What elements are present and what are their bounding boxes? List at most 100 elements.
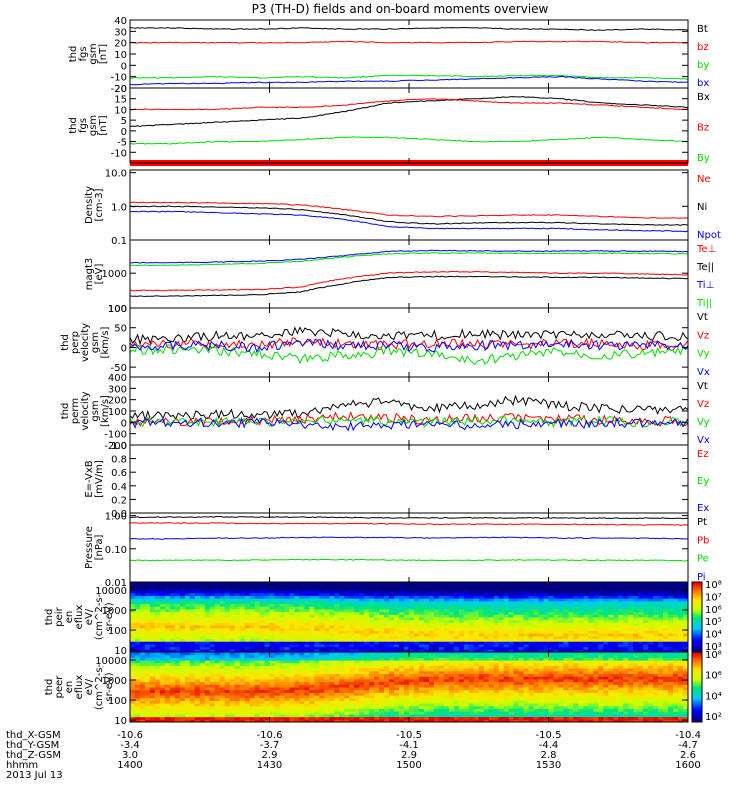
heatmap-cell <box>608 646 614 650</box>
heatmap-cell <box>214 595 221 599</box>
heatmap-cell <box>593 617 599 621</box>
heatmap-cell <box>598 622 604 626</box>
heatmap-cell <box>309 633 315 637</box>
heatmap-cell <box>618 587 624 591</box>
heatmap-cell <box>628 633 634 637</box>
heatmap-cell <box>134 590 141 594</box>
heatmap-cell <box>568 627 574 631</box>
heatmap-cell <box>194 617 201 621</box>
heatmap-cell <box>314 654 320 658</box>
heatmap-cell <box>538 617 545 621</box>
heatmap-cell <box>423 646 430 650</box>
heatmap-cell <box>154 695 161 699</box>
heatmap-cell <box>184 633 191 637</box>
heatmap-cell <box>493 592 500 596</box>
heatmap-cell <box>184 611 191 615</box>
heatmap-cell <box>568 617 574 621</box>
heatmap-cell <box>438 600 445 605</box>
heatmap-cell <box>364 678 370 683</box>
heatmap-cell <box>673 606 679 610</box>
heatmap-cell <box>174 630 181 634</box>
heatmap-cell <box>354 670 360 675</box>
heatmap-cell <box>369 614 375 618</box>
heatmap-cell <box>369 630 375 634</box>
heatmap-cell <box>164 649 171 653</box>
heatmap-cell <box>224 649 231 653</box>
heatmap-cell <box>553 595 559 599</box>
heatmap-cell <box>189 611 196 615</box>
heatmap-cell <box>209 692 216 696</box>
heatmap-cell <box>548 633 554 637</box>
heatmap-cell <box>249 657 256 661</box>
heatmap-cell <box>249 619 256 623</box>
heatmap-cell <box>274 606 280 610</box>
heatmap-cell <box>643 584 649 588</box>
heatmap-cell <box>249 625 256 629</box>
heatmap-cell <box>269 660 275 664</box>
heatmap-cell <box>199 695 206 699</box>
heatmap-cell <box>199 638 206 642</box>
heatmap-cell <box>548 643 554 648</box>
heatmap-cell <box>543 614 549 618</box>
heatmap-cell <box>523 611 530 615</box>
heatmap-cell <box>473 646 480 650</box>
heatmap-cell <box>399 598 405 602</box>
heatmap-cell <box>638 600 644 605</box>
heatmap-cell <box>319 705 325 710</box>
heatmap-cell <box>473 617 480 621</box>
heatmap-cell <box>428 614 435 618</box>
heatmap-cell <box>209 670 216 675</box>
heatmap-cell <box>139 608 146 613</box>
heatmap-cell <box>284 673 290 677</box>
heatmap-cell <box>354 665 360 669</box>
heatmap-cell <box>409 598 415 602</box>
heatmap-cell <box>144 681 151 685</box>
heatmap-cell <box>149 676 156 680</box>
heatmap-cell <box>543 641 549 645</box>
heatmap-cell <box>194 654 201 658</box>
heatmap-cell <box>199 652 206 656</box>
heatmap-cell <box>134 608 141 613</box>
heatmap-cell <box>483 638 490 642</box>
heatmap-cell <box>384 705 390 710</box>
heatmap-cell <box>443 625 450 629</box>
heatmap-cell <box>418 617 425 621</box>
heatmap-cell <box>369 635 375 640</box>
heatmap-cell <box>159 719 166 723</box>
heatmap-cell <box>458 603 465 607</box>
heatmap-cell <box>648 592 654 596</box>
heatmap-cell <box>553 633 559 637</box>
heatmap-cell <box>164 695 171 699</box>
heatmap-cell <box>409 608 415 613</box>
heatmap-cell <box>628 649 634 653</box>
heatmap-cell <box>533 643 540 648</box>
colorbar-segment <box>692 620 702 623</box>
heatmap-cell <box>209 652 216 656</box>
heatmap-cell <box>174 670 181 675</box>
heatmap-cell <box>548 606 554 610</box>
heatmap-cell <box>159 619 166 623</box>
heatmap-cell <box>179 646 186 650</box>
heatmap-cell <box>239 649 246 653</box>
heatmap-cell <box>683 582 689 586</box>
heatmap-cell <box>463 633 470 637</box>
heatmap-cell <box>294 668 300 672</box>
heatmap-cell <box>304 713 310 718</box>
heatmap-cell <box>334 643 340 648</box>
heatmap-cell <box>269 611 275 615</box>
heatmap-cell <box>319 584 325 588</box>
heatmap-cell <box>334 654 340 658</box>
heatmap-cell <box>164 703 171 707</box>
heatmap-cell <box>324 657 330 661</box>
heatmap-cell <box>658 633 664 637</box>
heatmap-cell <box>159 611 166 615</box>
heatmap-cell <box>339 614 345 618</box>
heatmap-cell <box>314 657 320 661</box>
heatmap-cell <box>369 660 375 664</box>
heatmap-cell <box>558 643 564 648</box>
heatmap-cell <box>433 606 440 610</box>
heatmap-cell <box>334 582 340 586</box>
heatmap-cell <box>319 627 325 631</box>
heatmap-cell <box>274 641 280 645</box>
heatmap-cell <box>503 622 510 626</box>
